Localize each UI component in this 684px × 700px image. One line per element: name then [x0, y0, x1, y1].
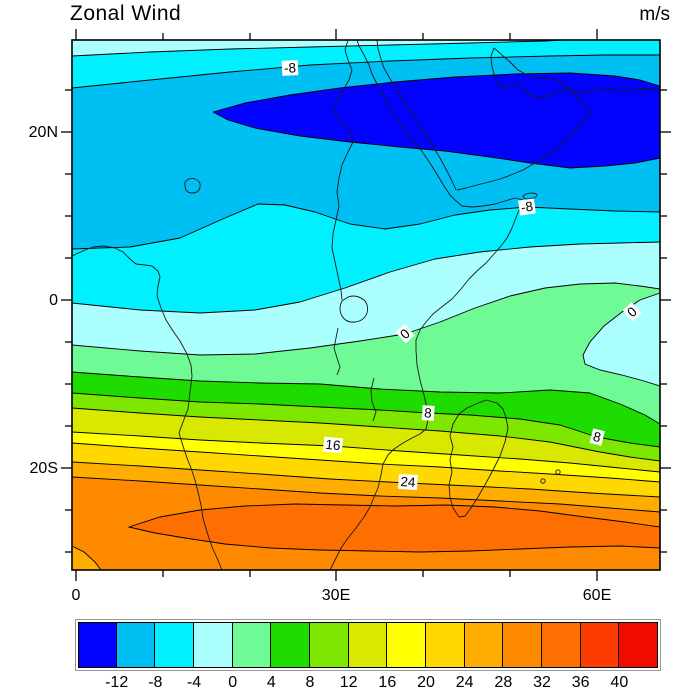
colorbar-tick-28: 28: [494, 674, 513, 691]
colorbar-tick--12: -12: [105, 674, 129, 691]
band-top-minus4-0: [72, 40, 562, 56]
lake-malawi: [370, 377, 377, 422]
band-0-4: [72, 283, 660, 424]
colorbar-box-1: [115, 622, 156, 668]
colorbar-box-9: [425, 622, 465, 668]
colorbar-tick-12: 12: [339, 674, 358, 691]
colorbar-box-2: [154, 622, 194, 668]
contour-label-24: 24: [397, 473, 419, 491]
band-20-24: [72, 443, 660, 497]
colorbar-box-0: [78, 622, 117, 668]
colorbar-labels: -12 -8 -4 0 4 8 12 16 20 24 28 32 36 40: [78, 674, 658, 694]
colorbar-tick--8: -8: [148, 674, 163, 691]
colorbar-tick-40: 40: [610, 674, 629, 691]
contour-lines: [71, 39, 661, 513]
colorbar-box-7: [347, 622, 388, 668]
colorbar-tick-0: 0: [228, 674, 238, 691]
colorbar-box-3: [193, 622, 233, 668]
lake-tanganyika: [333, 327, 341, 376]
xtick-30e: 30E: [322, 587, 350, 604]
mauritius-island: [555, 469, 561, 475]
colorbar-box-4: [231, 622, 272, 668]
band-24-28: [72, 462, 660, 512]
colorbar-tick--4: -4: [186, 674, 202, 691]
colorbar-box-10: [463, 622, 504, 668]
band-below-minus12-blob: [213, 73, 660, 168]
band-16-20: [72, 432, 660, 482]
band-12-16: [72, 408, 660, 472]
colorbar-box-14: [618, 622, 658, 668]
contour-label-8-west: 8: [421, 405, 435, 421]
contour-label-minus8-mid: -8: [518, 198, 536, 216]
xtick-60e: 60E: [583, 587, 611, 604]
colorbar-tick-24: 24: [455, 674, 474, 691]
colorbar-frame: [75, 619, 661, 671]
coast-arabia: [456, 47, 661, 191]
ytick-20s: 20S: [30, 460, 58, 477]
band-top-minus8-minus4: [72, 40, 660, 88]
coast-red-sea-east: [376, 39, 457, 191]
band-minus4-0: [72, 242, 660, 355]
plot-frame: [71, 39, 661, 571]
river-nile: [331, 39, 354, 301]
ytick-20n: 20N: [29, 124, 58, 141]
xtick-0: 0: [72, 587, 81, 604]
reunion-island: [540, 478, 546, 484]
colorbar-box-8: [386, 622, 426, 668]
plot-title: Zonal Wind: [70, 2, 182, 25]
colorbar: [78, 622, 658, 668]
colorbar-box-11: [502, 622, 542, 668]
colorbar-box-5: [270, 622, 310, 668]
contour-bands: [71, 40, 661, 571]
axis-labels: 20N 0 20S 0 30E 60E: [29, 124, 612, 604]
units-label: m/s: [639, 4, 670, 25]
colorbar-box-12: [541, 622, 581, 668]
colorbar-box-6: [309, 622, 349, 668]
colorbar-tick-36: 36: [571, 674, 590, 691]
contour-label-16: 16: [322, 436, 344, 454]
contour-label-minus8-north: -8: [281, 60, 299, 76]
contour-map: 20N 0 20S 0 30E 60E: [29, 29, 671, 604]
madagascar: [448, 399, 509, 518]
lake-chad: [184, 177, 201, 194]
band-minus8-minus4: [72, 204, 660, 313]
ytick-0: 0: [49, 292, 58, 309]
colorbar-tick-16: 16: [378, 674, 397, 691]
colorbar-tick-4: 4: [266, 674, 276, 691]
colorbar-box-13: [579, 622, 620, 668]
colorbar-tick-20: 20: [417, 674, 435, 691]
axis-ticks: [61, 29, 671, 581]
band-4-8: [72, 372, 660, 447]
coast-west-africa: [71, 245, 223, 571]
colorbar-tick-8: 8: [305, 674, 315, 691]
lake-victoria: [339, 295, 369, 323]
coast-red-sea-west: [356, 39, 451, 196]
band-8-12: [72, 393, 660, 461]
colorbar-tick-32: 32: [533, 674, 551, 691]
